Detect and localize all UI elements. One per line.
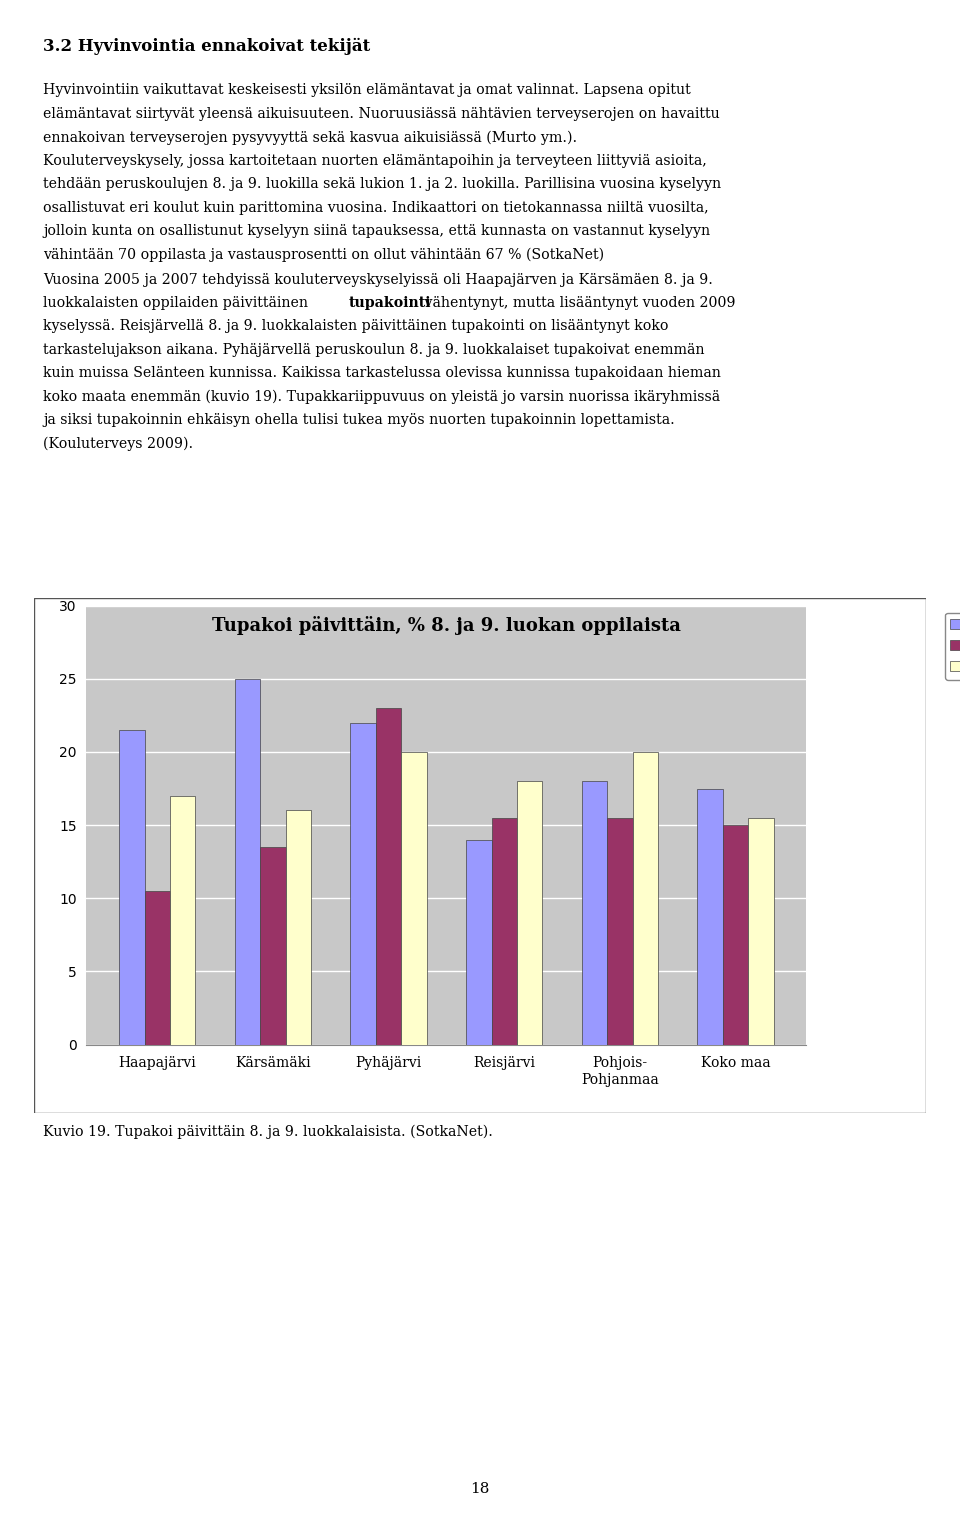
Text: Hyvinvointiin vaikuttavat keskeisesti yksilön elämäntavat ja omat valinnat. Laps: Hyvinvointiin vaikuttavat keskeisesti yk… [43, 83, 691, 97]
Text: tehdään peruskoulujen 8. ja 9. luokilla sekä lukion 1. ja 2. luokilla. Parillisi: tehdään peruskoulujen 8. ja 9. luokilla … [43, 177, 721, 191]
Text: (Kouluterveys 2009).: (Kouluterveys 2009). [43, 438, 193, 451]
Bar [723, 825, 748, 1045]
Text: kuin muissa Selänteen kunnissa. Kaikissa tarkastelussa olevissa kunnissa tupakoi: kuin muissa Selänteen kunnissa. Kaikissa… [43, 366, 721, 380]
Text: osallistuvat eri koulut kuin parittomina vuosina. Indikaattori on tietokannassa : osallistuvat eri koulut kuin parittomina… [43, 200, 708, 215]
Text: ja siksi tupakoinnin ehkäisyn ohella tulisi tukea myös nuorten tupakoinnin lopet: ja siksi tupakoinnin ehkäisyn ohella tul… [43, 413, 675, 427]
Bar [119, 730, 145, 1045]
Legend: 2005, 2007, 2009: 2005, 2007, 2009 [945, 613, 960, 680]
Bar [582, 781, 607, 1045]
Text: ennakoivan terveyserojen pysyvyyttä sekä kasvua aikuisiässä (Murto ym.).: ennakoivan terveyserojen pysyvyyttä sekä… [43, 130, 577, 145]
Bar [286, 810, 311, 1045]
Text: Vuosina 2005 ja 2007 tehdyissä kouluterveyskyselyissä oli Haapajärven ja Kärsämä: Vuosina 2005 ja 2007 tehdyissä kouluterv… [43, 273, 713, 286]
Text: Kouluterveyskysely, jossa kartoitetaan nuorten elämäntapoihin ja terveyteen liit: Kouluterveyskysely, jossa kartoitetaan n… [43, 154, 707, 168]
Text: jolloin kunta on osallistunut kyselyyn siinä tapauksessa, että kunnasta on vasta: jolloin kunta on osallistunut kyselyyn s… [43, 224, 710, 238]
Text: Tupakoi päivittäin, % 8. ja 9. luokan oppilaista: Tupakoi päivittäin, % 8. ja 9. luokan op… [212, 616, 681, 636]
Bar [516, 781, 542, 1045]
Bar [607, 818, 633, 1045]
Text: koko maata enemmän (kuvio 19). Tupakkariippuvuus on yleistä jo varsin nuorissa i: koko maata enemmän (kuvio 19). Tupakkari… [43, 389, 720, 404]
Bar [170, 796, 196, 1045]
Text: tarkastelujakson aikana. Pyhäjärvellä peruskoulun 8. ja 9. luokkalaiset tupakoiv: tarkastelujakson aikana. Pyhäjärvellä pe… [43, 344, 705, 357]
Bar [376, 709, 401, 1045]
Text: kyselyssä. Reisjärvellä 8. ja 9. luokkalaisten päivittäinen tupakointi on lisään: kyselyssä. Reisjärvellä 8. ja 9. luokkal… [43, 319, 669, 333]
Bar [350, 722, 376, 1045]
Text: 18: 18 [470, 1482, 490, 1496]
Text: luokkalaisten oppilaiden päivittäinen: luokkalaisten oppilaiden päivittäinen [43, 297, 313, 310]
Text: elämäntavat siirtyvät yleensä aikuisuuteen. Nuoruusiässä nähtävien terveyserojen: elämäntavat siirtyvät yleensä aikuisuute… [43, 106, 720, 121]
Bar [492, 818, 516, 1045]
Bar [235, 678, 260, 1045]
Text: vähentynyt, mutta lisääntynyt vuoden 2009: vähentynyt, mutta lisääntynyt vuoden 200… [420, 297, 736, 310]
Bar [260, 848, 286, 1045]
Bar [466, 840, 492, 1045]
Bar [697, 789, 723, 1045]
Bar [633, 752, 658, 1045]
Bar [748, 818, 774, 1045]
Text: Kuvio 19. Tupakoi päivittäin 8. ja 9. luokkalaisista. (SotkaNet).: Kuvio 19. Tupakoi päivittäin 8. ja 9. lu… [43, 1125, 493, 1140]
Bar [401, 752, 427, 1045]
Bar [145, 890, 170, 1045]
Text: tupakointi: tupakointi [348, 297, 431, 310]
Text: vähintään 70 oppilasta ja vastausprosentti on ollut vähintään 67 % (SotkaNet): vähintään 70 oppilasta ja vastausprosent… [43, 248, 605, 262]
Text: 3.2 Hyvinvointia ennakoivat tekijät: 3.2 Hyvinvointia ennakoivat tekijät [43, 38, 371, 55]
